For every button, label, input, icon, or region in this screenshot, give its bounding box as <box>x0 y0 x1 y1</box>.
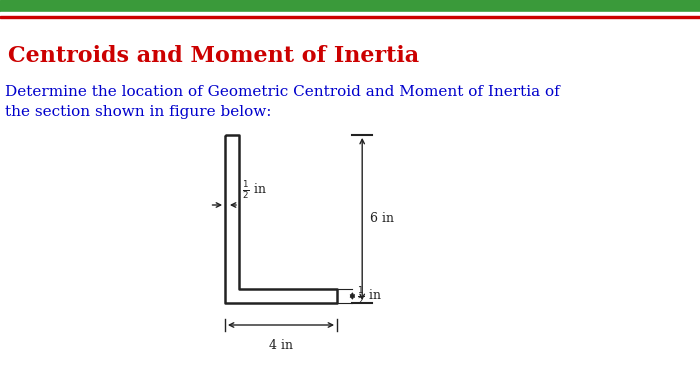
Text: the section shown in figure below:: the section shown in figure below: <box>5 105 272 119</box>
Text: $\frac{1}{2}$ in: $\frac{1}{2}$ in <box>358 285 382 307</box>
Text: 4 in: 4 in <box>269 339 293 352</box>
Text: 6 in: 6 in <box>370 212 394 225</box>
Text: $\frac{1}{2}$ in: $\frac{1}{2}$ in <box>241 179 267 201</box>
Text: Determine the location of Geometric Centroid and Moment of Inertia of: Determine the location of Geometric Cent… <box>5 85 560 99</box>
Text: Centroids and Moment of Inertia: Centroids and Moment of Inertia <box>8 45 419 67</box>
